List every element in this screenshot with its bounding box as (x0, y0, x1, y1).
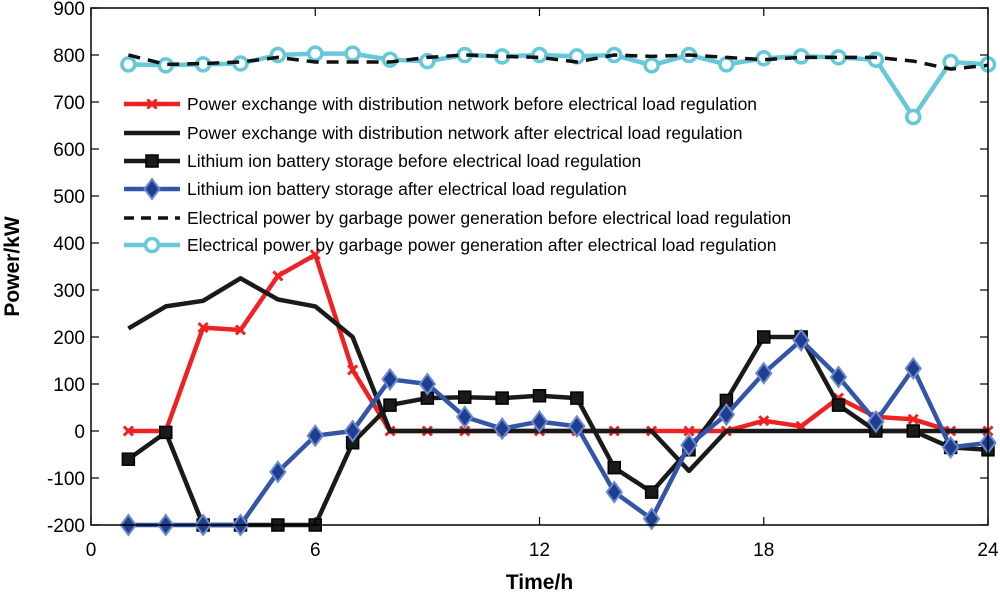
series-marker-diamond (456, 405, 474, 429)
series-marker-diamond (642, 507, 661, 531)
x-tick-label: 18 (753, 540, 774, 561)
series-marker-circle (344, 45, 361, 62)
x-tick-label: 6 (310, 540, 321, 561)
legend-label: Lithium ion battery storage after electr… (187, 179, 627, 199)
series-marker-x (146, 98, 158, 110)
series-marker-circle (643, 57, 660, 74)
series-marker-x (309, 249, 321, 261)
series-marker-diamond (269, 460, 287, 484)
series-marker-diamond (941, 435, 960, 460)
series-marker-x (347, 364, 359, 376)
series-marker-square (906, 424, 920, 438)
series-marker-diamond (143, 177, 161, 201)
y-tick-label: 400 (53, 234, 85, 255)
legend-label: Electrical power by garbage power genera… (187, 208, 791, 228)
series-marker-diamond (418, 372, 437, 396)
series-group (120, 45, 997, 126)
legend-item: Power exchange with distribution network… (124, 94, 757, 114)
series-marker-diamond (306, 424, 324, 448)
legend-item: Lithium ion battery storage after electr… (124, 177, 627, 201)
series-marker-circle (718, 56, 735, 73)
series-marker-diamond (381, 367, 399, 391)
y-tick-label: -200 (47, 516, 85, 537)
y-tick-label: 700 (53, 93, 85, 114)
series-marker-x (234, 324, 247, 336)
series-marker-diamond (568, 414, 586, 438)
legend: Power exchange with distribution network… (124, 94, 791, 255)
series-marker-x (907, 413, 919, 425)
legend-label: Lithium ion battery storage before elect… (187, 151, 641, 171)
series-marker-x (197, 322, 209, 334)
series-marker-diamond (867, 409, 885, 434)
series-line (127, 276, 988, 474)
series-group (127, 53, 989, 71)
series-marker-circle (120, 56, 137, 73)
x-tick-label: 12 (529, 540, 550, 561)
series-marker-x (758, 415, 770, 427)
series-marker-square (495, 391, 509, 405)
series-marker-diamond (755, 361, 773, 385)
legend-item: Power exchange with distribution network… (124, 123, 742, 143)
x-tick-label: 24 (977, 540, 999, 561)
series-group (127, 276, 988, 474)
series-marker-square (831, 398, 846, 412)
series-marker-x (272, 270, 284, 282)
series-line (127, 53, 989, 71)
series-line (128, 338, 989, 528)
series-marker-square (757, 330, 771, 344)
legend-item: Lithium ion battery storage before elect… (124, 151, 641, 171)
series-marker-square (458, 390, 472, 404)
y-tick-label: 800 (53, 46, 85, 67)
series-marker-circle (307, 45, 324, 62)
series-marker-diamond (792, 328, 810, 352)
series-marker-square (607, 460, 621, 475)
y-axis-label: Power/kW (1, 216, 24, 317)
y-tick-label: 200 (53, 328, 85, 349)
series-marker-square (383, 398, 397, 412)
series-marker-square (532, 389, 547, 403)
series-marker-circle (531, 46, 548, 64)
series-marker-square (644, 485, 659, 499)
legend-label: Electrical power by garbage power genera… (187, 235, 777, 255)
y-tick-label: 100 (53, 375, 85, 396)
legend-label: Power exchange with distribution network… (187, 94, 757, 114)
legend-item: Electrical power by garbage power genera… (124, 208, 791, 228)
series-marker-square (570, 391, 584, 405)
series-marker-diamond (680, 433, 698, 457)
series-marker-circle (867, 51, 885, 68)
legend-label: Power exchange with distribution network… (187, 123, 742, 143)
x-axis-label: Time/h (506, 571, 573, 593)
series-marker-x (122, 425, 134, 437)
y-tick-label: 600 (53, 140, 85, 161)
x-tick-label: 0 (86, 540, 97, 561)
series-marker-diamond (829, 365, 848, 389)
series-marker-circle (143, 236, 161, 254)
y-tick-label: 900 (53, 0, 85, 20)
series-marker-diamond (493, 416, 511, 441)
series-marker-square (159, 425, 173, 440)
y-tick-label: -100 (47, 469, 85, 490)
tick-layer: 0 6 12 18 24 -200 -100 0 100 200 300 400 500 600 700 80… (47, 0, 999, 561)
series-marker-diamond (530, 409, 549, 434)
y-tick-label: 300 (53, 281, 85, 302)
series-marker-x (683, 425, 695, 437)
y-tick-label: 500 (53, 187, 85, 208)
legend-item: Electrical power by garbage power genera… (124, 235, 777, 255)
series-marker-square (121, 452, 136, 466)
series-marker-diamond (717, 402, 736, 427)
series-marker-square (145, 154, 159, 168)
series-marker-diamond (343, 419, 362, 443)
y-tick-label: 0 (74, 422, 85, 443)
series-marker-circle (905, 108, 922, 126)
series-marker-diamond (605, 480, 623, 504)
series-marker-diamond (904, 356, 922, 381)
